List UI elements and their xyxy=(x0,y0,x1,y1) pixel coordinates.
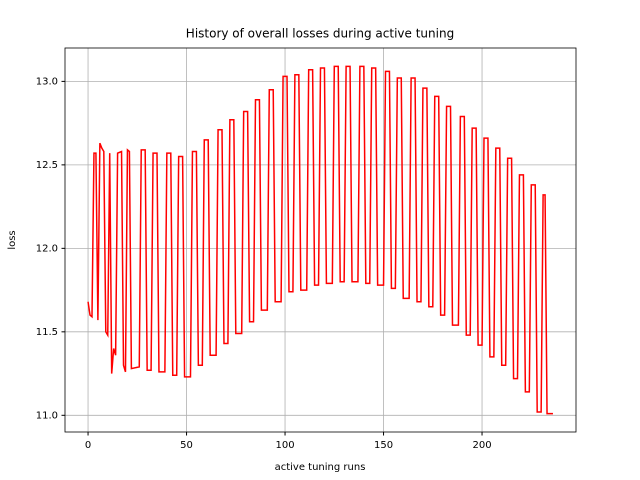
x-tick-label: 50 xyxy=(180,440,193,451)
x-tick-label: 200 xyxy=(472,440,491,451)
y-tick-label: 11.0 xyxy=(36,410,58,421)
y-tick-label: 12.0 xyxy=(36,243,58,254)
plot-frame xyxy=(64,47,577,433)
y-tick-label: 12.5 xyxy=(36,160,58,171)
y-tick-label: 13.0 xyxy=(36,76,58,87)
x-tick-label: 0 xyxy=(85,440,91,451)
x-tick-label: 150 xyxy=(374,440,393,451)
x-tick-label: 100 xyxy=(275,440,294,451)
data-line xyxy=(87,65,553,415)
x-axis-label: active tuning runs xyxy=(275,462,366,473)
y-axis-label: loss xyxy=(7,230,18,249)
chart-title: History of overall losses during active … xyxy=(186,27,454,41)
y-tick-label: 11.5 xyxy=(36,327,58,338)
